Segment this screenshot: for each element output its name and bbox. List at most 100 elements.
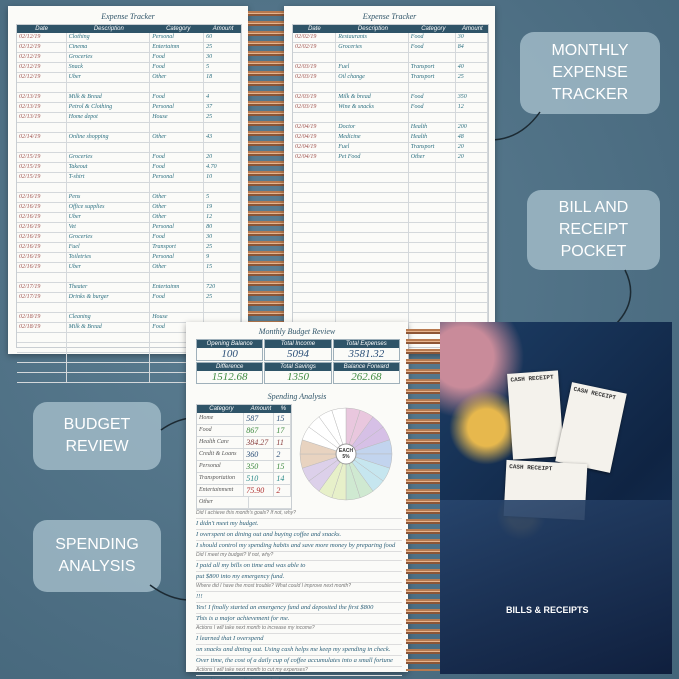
cell: 4	[204, 93, 241, 102]
cell: 02/03/19	[293, 63, 337, 72]
cell: 4.70	[204, 163, 241, 172]
cell: Pens	[67, 193, 151, 202]
page-title: Expense Tracker	[362, 12, 417, 21]
column-header: Date	[35, 26, 48, 32]
column-header: Description	[357, 26, 388, 32]
cell: Transport	[409, 63, 456, 72]
budget-page: Monthly Budget Review Opening Balance 100 T…	[186, 322, 408, 679]
callout: BILL AND RECEIPT POCKET	[527, 190, 660, 270]
cell: Other	[150, 133, 205, 142]
receipt-title: CASH RECEIPT	[510, 373, 554, 384]
cell: Uber	[67, 213, 151, 222]
cell: Groceries	[67, 53, 151, 62]
cell: Transport	[150, 243, 205, 252]
cell: 02/16/19	[17, 203, 67, 212]
table-row: 02/16/19 Uber Other 12	[17, 213, 241, 223]
cell: Groceries	[336, 43, 409, 52]
cell: Milk & Bread	[67, 323, 151, 332]
table-row	[293, 273, 488, 283]
column-header: Amount	[212, 26, 234, 32]
column-header: Category	[166, 26, 191, 32]
cell: Petrol & Clothing	[67, 103, 151, 112]
pocket-front	[440, 500, 672, 674]
cell: 02/18/19	[17, 323, 67, 332]
table-row: 02/03/19 Fuel Transport 40	[293, 63, 488, 73]
table-row: 02/15/19 T-shirt Personal 10	[17, 173, 241, 183]
cell: Food	[409, 43, 456, 52]
table-row: 02/13/19 Petrol & Clothing Personal 37	[17, 103, 241, 113]
table-row	[293, 53, 488, 63]
receipt-title: CASH RECEIPT	[572, 385, 617, 402]
cell: 30	[204, 53, 241, 62]
cell: Uber	[67, 263, 151, 272]
cell: Groceries	[67, 153, 151, 162]
cell: Food	[409, 103, 456, 112]
table-row: 02/16/19 Office supplies Other 19	[17, 203, 241, 213]
cell: Food	[150, 63, 205, 72]
budget-value: 262.68	[351, 371, 382, 383]
budget-grid: Opening Balance 100 Total Income 5094 Total …	[196, 339, 400, 384]
journal-prompt: Did I meet my budget? If not, why?	[196, 552, 402, 561]
journal-answer: Over time, the cost of a daily cup of co…	[196, 656, 402, 667]
section-title: Monthly Budget Review	[258, 327, 336, 336]
cell: 360	[244, 449, 275, 460]
cell: Health	[409, 123, 456, 132]
cell: Food	[150, 163, 205, 172]
cell: 84	[456, 43, 488, 52]
column-header: Description	[93, 26, 124, 32]
cell: 18	[204, 73, 241, 82]
callout: BUDGET REVIEW	[33, 402, 161, 470]
cell: 350	[244, 461, 275, 472]
cell: Toiletries	[67, 253, 151, 262]
cell: Food	[150, 153, 205, 162]
cell: 02/16/19	[17, 193, 67, 202]
cell: 40	[456, 63, 488, 72]
cell: 02/15/19	[17, 163, 67, 172]
cell: 587	[244, 413, 275, 424]
cell: Restaurants	[336, 33, 409, 42]
cell: 15	[274, 461, 291, 472]
cell: Health	[409, 133, 456, 142]
cell: Snack	[67, 63, 151, 72]
table-row	[293, 263, 488, 273]
budget-label: Opening Balance	[197, 340, 263, 348]
budget-label: Total Income	[265, 340, 331, 348]
cell: 30	[204, 233, 241, 242]
expense-table: Date Description Category Amount 02/02/19 Res…	[292, 24, 489, 383]
table-row	[17, 183, 241, 193]
cell: Vet	[67, 223, 151, 232]
cell: 02/16/19	[17, 253, 67, 262]
cell: 02/16/19	[17, 223, 67, 232]
cell: 02/16/19	[17, 263, 67, 272]
table-row: 02/04/19 Medicine Health 48	[293, 133, 488, 143]
journal-answer: Yes! I finally started an emergency fund…	[196, 603, 402, 614]
journal-answer: I didn't meet my budget.	[196, 519, 402, 530]
pocket-cover: CASH RECEIPT CASH RECEIPT CASH RECEIPT BILL…	[440, 322, 672, 674]
cell: Food	[197, 425, 245, 436]
cell: Doctor	[336, 123, 409, 132]
table-row	[17, 303, 241, 313]
table-row	[17, 273, 241, 283]
cell: 02/17/19	[17, 293, 67, 302]
cell: House	[150, 113, 205, 122]
cell: Other	[150, 193, 205, 202]
table-row	[17, 143, 241, 153]
cell: 02/02/19	[293, 33, 337, 42]
table-row	[293, 193, 488, 203]
cell: 02/16/19	[17, 243, 67, 252]
journal-prompt: Where did I have the most trouble? What …	[196, 583, 402, 592]
cell: Clothing	[67, 33, 151, 42]
cell: 20	[456, 153, 488, 162]
cell: 02/18/19	[17, 313, 67, 322]
column-header: Date	[308, 26, 321, 32]
cell: Personal	[150, 253, 205, 262]
receipt: CASH RECEIPT	[555, 382, 627, 473]
cell: 25	[204, 243, 241, 252]
cell: 80	[204, 223, 241, 232]
cell: Health Care	[197, 437, 245, 448]
cell: Food	[150, 233, 205, 242]
cell: 37	[204, 103, 241, 112]
table-row	[17, 83, 241, 93]
cell: Food	[150, 293, 205, 302]
cell: Other	[150, 203, 205, 212]
